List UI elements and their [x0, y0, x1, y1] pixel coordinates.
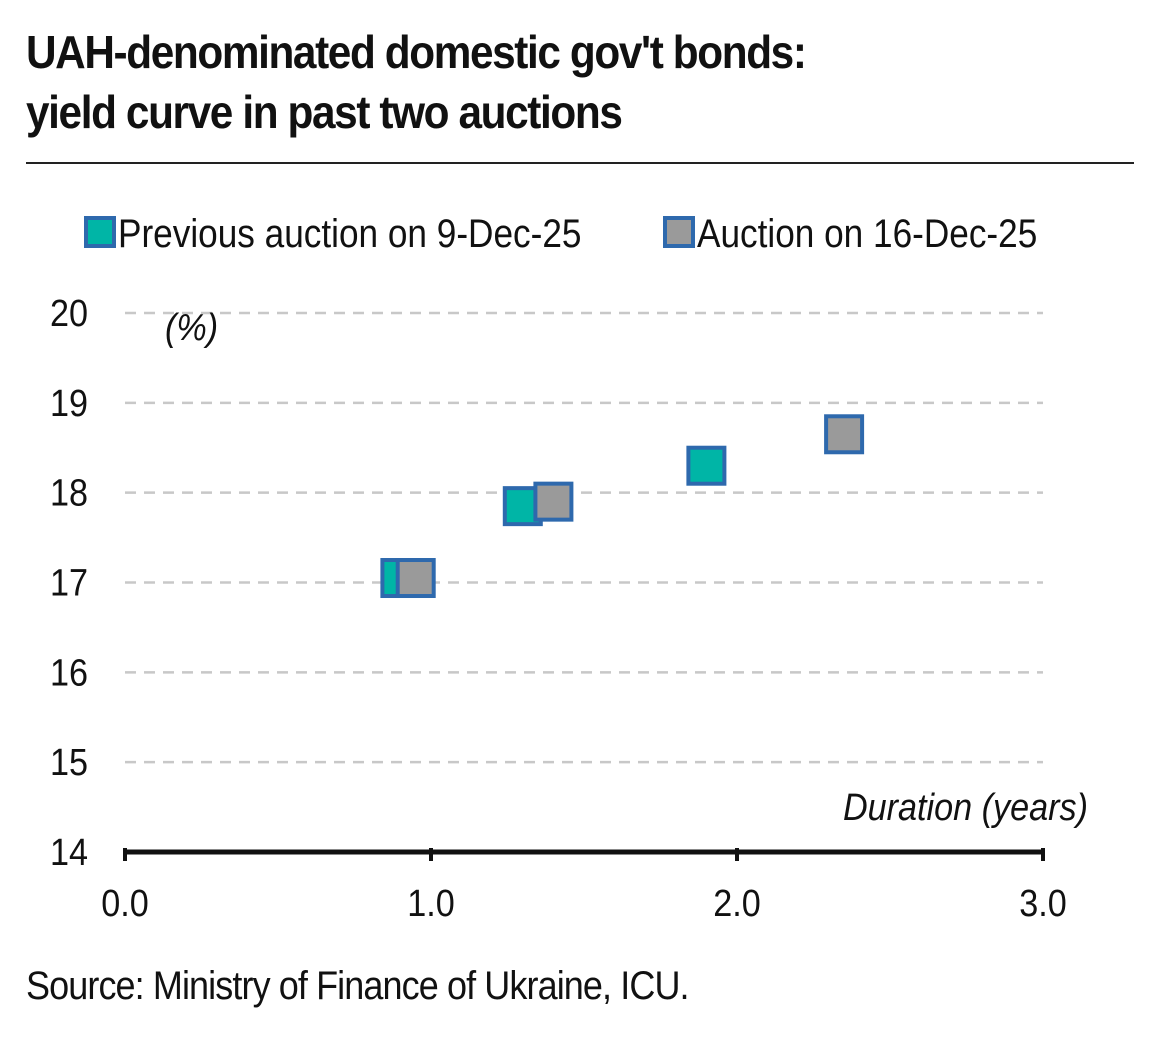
previous-auction-marker: [686, 445, 727, 486]
x-tick-label: 0.0: [101, 881, 149, 924]
y-tick-label: 16: [50, 651, 88, 694]
x-tick-label: 2.0: [713, 881, 761, 924]
y-tick-label: 20: [50, 291, 88, 334]
legend-label-previous: Previous auction on 9-Dec-25: [118, 211, 581, 256]
title-divider: [26, 162, 1134, 164]
x-axis: 0.0 1.0 2.0 3.0: [101, 848, 1067, 924]
chart-title-line-2: yield curve in past two auctions: [26, 86, 623, 138]
legend: Previous auction on 9-Dec-25 Auction on 1…: [84, 211, 1037, 256]
y-tick-label: 17: [50, 561, 88, 604]
y-tick-label: 15: [50, 740, 88, 783]
current-auction-marker: [533, 481, 574, 522]
x-tick-label: 1.0: [407, 881, 455, 924]
x-tick-label: 3.0: [1019, 881, 1067, 924]
gridlines: [125, 311, 1043, 764]
chart-title-line-1: UAH-denominated domestic gov't bonds:: [26, 26, 807, 78]
current-auction-marker: [395, 558, 436, 599]
x-axis-label: Duration (years): [843, 785, 1088, 828]
data-markers: [380, 414, 865, 599]
legend-label-current: Auction on 16-Dec-25: [697, 211, 1037, 256]
chart-title: UAH-denominated domestic gov't bonds: yi…: [26, 22, 1047, 142]
legend-swatch-current: [663, 216, 695, 248]
y-tick-label: 18: [50, 471, 88, 514]
legend-swatch-previous: [84, 216, 116, 248]
source-note: Source: Ministry of Finance of Ukraine, …: [26, 964, 690, 1008]
y-axis-tick-labels: 20 19 18 17 16 15 14: [50, 291, 88, 873]
y-tick-label: 19: [50, 381, 88, 424]
current-auction-marker: [824, 414, 865, 455]
y-axis-label: (%): [165, 305, 218, 348]
y-tick-label: 14: [50, 830, 88, 873]
